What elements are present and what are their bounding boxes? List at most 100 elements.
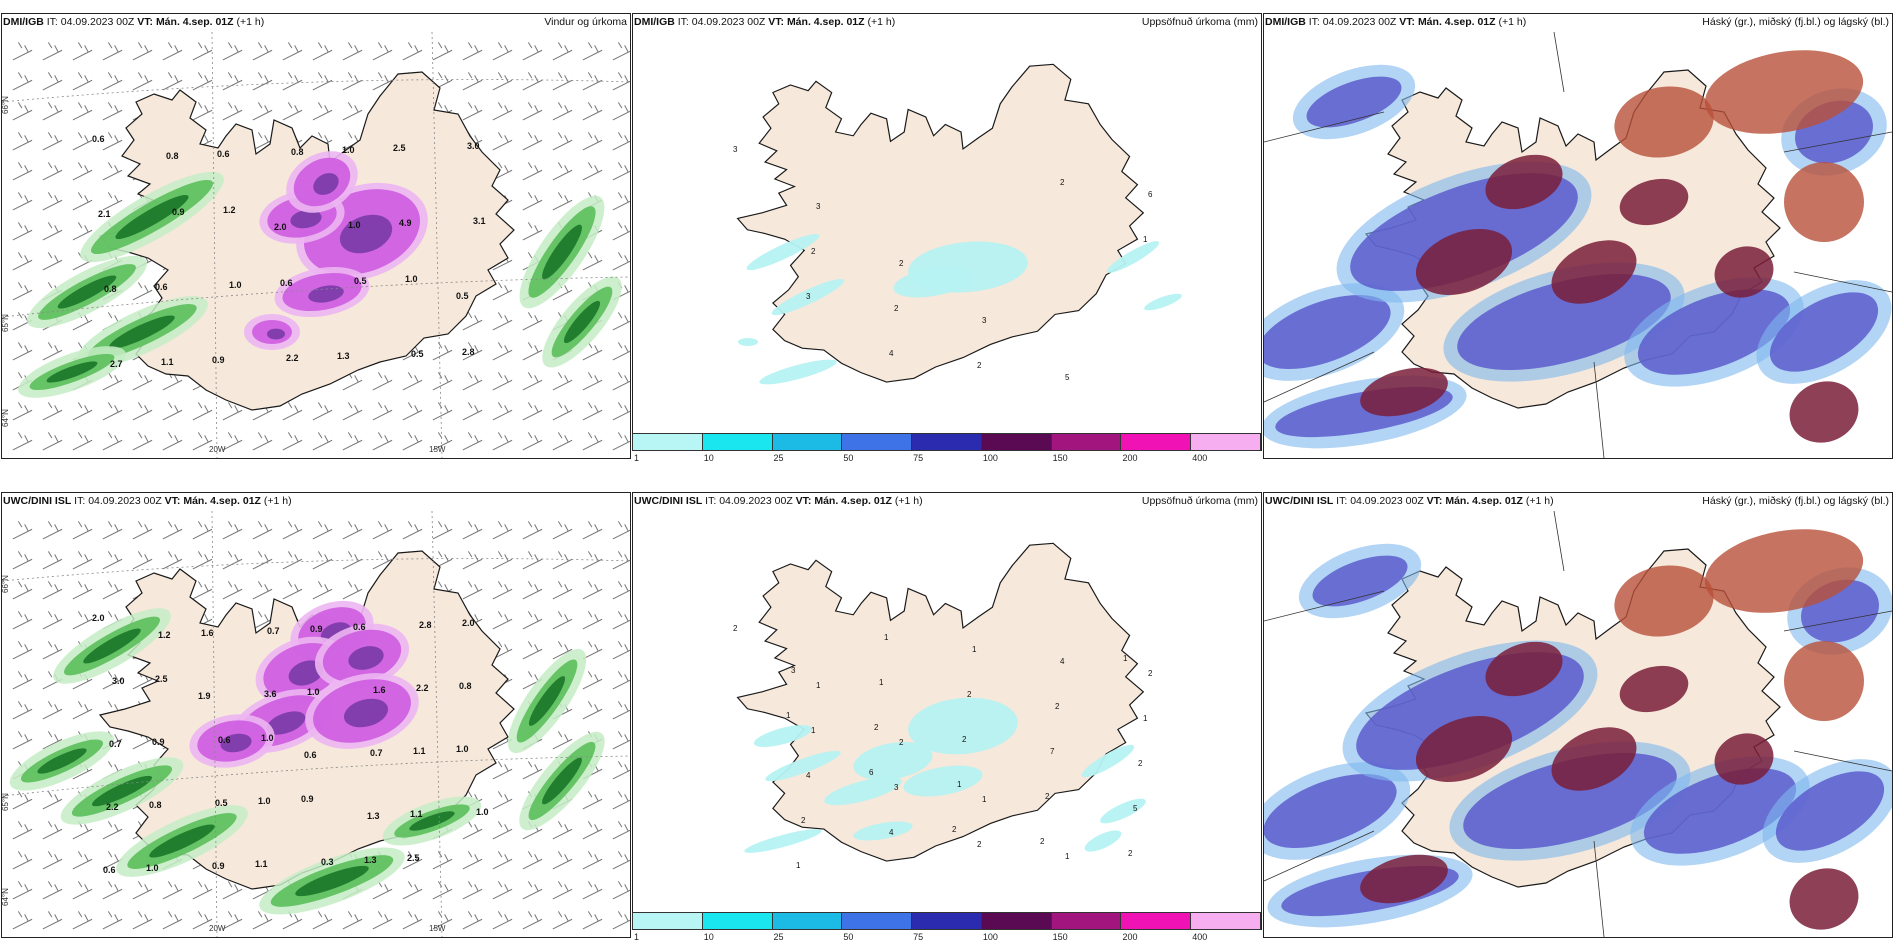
precip-value: 2.2 bbox=[106, 802, 119, 812]
wind-barb bbox=[42, 192, 63, 211]
wind-barb bbox=[12, 701, 33, 720]
wind-barb bbox=[402, 911, 423, 930]
graticule-line bbox=[1264, 32, 1892, 458]
precip-area bbox=[313, 173, 339, 195]
accum-value: 2 bbox=[1138, 759, 1143, 768]
wind-barb bbox=[582, 521, 603, 540]
wind-barb bbox=[42, 881, 63, 900]
wind-barb bbox=[12, 881, 33, 900]
wind-barb bbox=[492, 432, 513, 451]
wind-barb bbox=[312, 102, 333, 121]
wind-barb bbox=[42, 851, 63, 870]
accum-value: 1 bbox=[786, 711, 791, 720]
wind-barb bbox=[192, 432, 213, 451]
wind-barb bbox=[462, 911, 483, 930]
accum-value: 2 bbox=[1148, 669, 1153, 678]
colorbar-label: 200 bbox=[1122, 453, 1138, 463]
wind-barb bbox=[72, 701, 93, 720]
map-cloud[interactable] bbox=[1264, 511, 1892, 937]
accum-area bbox=[765, 750, 841, 782]
colorbar-label: 1 bbox=[634, 453, 640, 463]
precip-value: 1.2 bbox=[158, 630, 171, 640]
mid-cloud bbox=[1619, 665, 1689, 713]
accum-value: 3 bbox=[894, 783, 899, 792]
wind-barb bbox=[552, 881, 573, 900]
precip-area bbox=[528, 676, 566, 726]
accum-value: 4 bbox=[1060, 657, 1065, 666]
wind-barb bbox=[12, 102, 33, 121]
wind-barb bbox=[522, 641, 543, 660]
map-accum[interactable]: 2 1 2 1 1 2 1 3 2 4 1 4 4 1 2 2 2 1 2 7 5 1 1 2 2 2 3 2 1 2 1 1 6 2 bbox=[633, 511, 1261, 911]
panel-cloud-dmi: DMI/IGB IT: 04.09.2023 00Z VT: Mán. 4.se… bbox=[1263, 13, 1893, 459]
wind-barb bbox=[522, 551, 543, 570]
precip-area bbox=[290, 209, 322, 229]
accum-value: 1 bbox=[811, 726, 816, 735]
wind-barb bbox=[72, 102, 93, 121]
wind-barb bbox=[72, 881, 93, 900]
precip-value: 0.9 bbox=[172, 207, 185, 217]
precip-value: 2.8 bbox=[462, 347, 475, 357]
wind-barb bbox=[162, 402, 183, 421]
wind-barb bbox=[462, 372, 483, 391]
precip-area bbox=[37, 748, 87, 774]
wind-barb bbox=[42, 402, 63, 421]
wind-barb bbox=[522, 162, 543, 181]
graticule-line bbox=[2, 558, 630, 582]
wind-barb bbox=[42, 102, 63, 121]
wind-barb bbox=[582, 252, 603, 271]
wind-barb bbox=[132, 402, 153, 421]
wind-barb bbox=[552, 911, 573, 930]
accum-value: 2 bbox=[1055, 702, 1060, 711]
precip-area bbox=[339, 214, 393, 254]
precip-value: 1.3 bbox=[337, 351, 350, 361]
precip-value: 0.6 bbox=[103, 865, 116, 875]
colorbar-label: 200 bbox=[1122, 932, 1138, 942]
precip-value: 0.6 bbox=[218, 735, 231, 745]
wind-barb bbox=[612, 701, 630, 720]
low-cloud bbox=[1637, 289, 1791, 375]
accum-value: 2 bbox=[894, 304, 899, 313]
accum-value: 2 bbox=[733, 624, 738, 633]
wind-barb bbox=[102, 551, 123, 570]
wind-barb bbox=[432, 521, 453, 540]
wind-barb bbox=[492, 402, 513, 421]
wind-barb bbox=[12, 402, 33, 421]
wind-barb bbox=[612, 312, 630, 331]
wind-barb bbox=[72, 581, 93, 600]
low-cloud bbox=[1457, 274, 1671, 370]
wind-barb bbox=[12, 521, 33, 540]
accum-area bbox=[1084, 830, 1122, 852]
mid-cloud bbox=[1415, 229, 1513, 295]
precip-value: 0.8 bbox=[291, 147, 304, 157]
colorbar-swatch bbox=[911, 433, 982, 451]
map-wind[interactable]: 66°N 65°N 64°N 20W 15W 2.0 1.2 1.6 0.7 0.9 0.6 2.8 2… bbox=[2, 511, 630, 937]
wind-barb bbox=[102, 911, 123, 930]
precip-area bbox=[46, 361, 98, 383]
accum-value: 2 bbox=[977, 361, 982, 370]
colorbar-label: 50 bbox=[843, 453, 854, 463]
precip-area bbox=[542, 757, 582, 805]
accum-value: 2 bbox=[1128, 849, 1133, 858]
precip-area bbox=[83, 628, 141, 664]
wind-barb bbox=[312, 581, 333, 600]
panel-cloud-uwc: UWC/DINI ISL IT: 04.09.2023 00Z VT: Mán.… bbox=[1263, 492, 1893, 938]
lat-label: 65°N bbox=[2, 314, 10, 332]
colorbar-label: 25 bbox=[773, 453, 784, 463]
colorbar-label: 75 bbox=[913, 932, 924, 942]
wind-barb bbox=[462, 102, 483, 121]
colorbar: 1 10 25 50 75 100 150 200 400 bbox=[632, 433, 1262, 463]
map-accum[interactable]: 3 3 2 3 5 6 2 2 2 2 1 3 4 bbox=[633, 32, 1261, 432]
wind-barb bbox=[462, 521, 483, 540]
lat-lon-grid bbox=[2, 32, 630, 458]
wind-barb bbox=[372, 372, 393, 391]
low-cloud bbox=[1643, 768, 1797, 854]
wind-barb bbox=[582, 42, 603, 61]
mid-cloud bbox=[1360, 854, 1448, 904]
map-cloud[interactable] bbox=[1264, 32, 1892, 458]
map-wind[interactable]: 66°N 65°N 64°N 20W 15W 0.6 0.8 0.6 0.8 1.0 2.5 3.0 2… bbox=[2, 32, 630, 458]
wind-barb bbox=[222, 581, 243, 600]
wind-barb bbox=[552, 192, 573, 211]
wind-barb bbox=[462, 881, 483, 900]
mid-cloud bbox=[1714, 733, 1774, 785]
precip-value: 1.1 bbox=[255, 859, 268, 869]
